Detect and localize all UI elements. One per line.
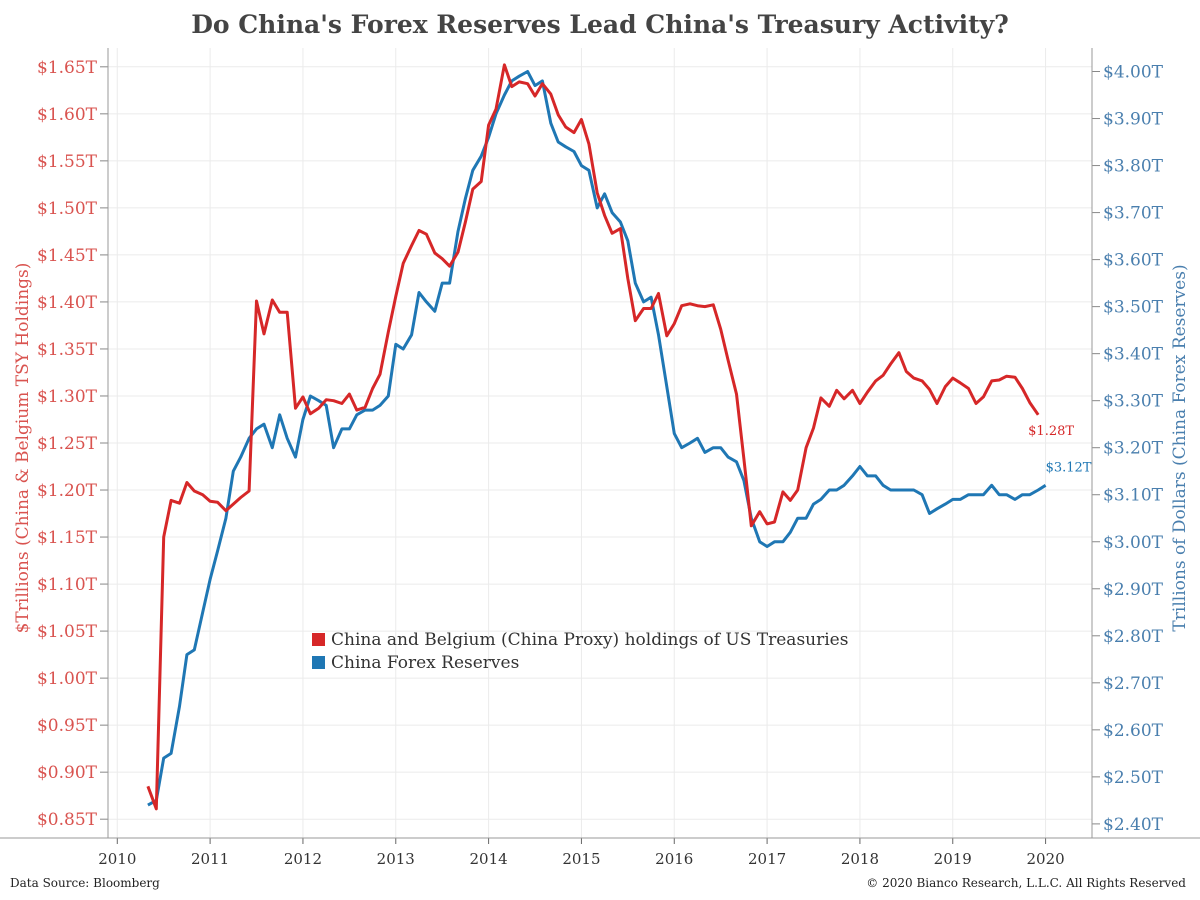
y-right-tick-label: $2.80T: [1103, 627, 1164, 647]
legend-item-fx: China Forex Reserves: [312, 651, 848, 674]
series-line-china-belgium-treasuries: [146, 63, 1040, 811]
y-left-tick-label: $1.55T: [37, 152, 98, 172]
series-line-china-forex-reserves: [147, 70, 1047, 807]
y-right-tick-label: $3.30T: [1103, 392, 1164, 412]
y-left-tick-label: $1.05T: [37, 622, 98, 642]
y-left-tick-label: $1.30T: [37, 387, 98, 407]
data-source: Data Source: Bloomberg: [10, 876, 160, 890]
x-tick-label: 2018: [841, 850, 879, 868]
copyright: © 2020 Bianco Research, L.L.C. All Right…: [866, 876, 1186, 890]
y-left-tick-label: $1.50T: [37, 199, 98, 219]
y-right-tick-label: $3.50T: [1103, 298, 1164, 318]
x-tick-label: 2014: [470, 850, 508, 868]
y-right-tick-label: $3.80T: [1103, 157, 1164, 177]
end-label-fx: $3.12T: [1046, 460, 1092, 475]
y-left-tick-label: $1.00T: [37, 669, 98, 689]
y-right-tick-label: $3.00T: [1103, 533, 1164, 553]
y-right-tick-label: $4.00T: [1103, 63, 1164, 83]
y-left-tick-label: $1.65T: [37, 58, 98, 78]
legend-label-tsy: China and Belgium (China Proxy) holdings…: [331, 629, 849, 650]
legend-swatch-blue: [312, 656, 325, 669]
chart-title: Do China's Forex Reserves Lead China's T…: [191, 10, 1009, 39]
y-right-axis-title: Trillions of Dollars (China Forex Reserv…: [1170, 264, 1190, 631]
y-left-tick-label: $0.85T: [37, 810, 98, 830]
y-right-tick-label: $2.70T: [1103, 674, 1164, 694]
y-left-tick-label: $1.35T: [37, 340, 98, 360]
y-left-tick-label: $0.90T: [37, 763, 98, 783]
y-right-tick-label: $2.90T: [1103, 580, 1164, 600]
x-tick-label: 2012: [284, 850, 322, 868]
y-right-tick-label: $3.10T: [1103, 486, 1164, 506]
legend: China and Belgium (China Proxy) holdings…: [312, 628, 848, 674]
x-tick-label: 2010: [98, 850, 136, 868]
x-tick-label: 2016: [655, 850, 693, 868]
y-right-tick-label: $3.70T: [1103, 204, 1164, 224]
y-left-tick-label: $1.20T: [37, 481, 98, 501]
y-left-tick-label: $1.40T: [37, 293, 98, 313]
x-tick-label: 2011: [191, 850, 229, 868]
end-label-tsy: $1.28T: [1028, 424, 1074, 439]
y-right-tick-label: $3.90T: [1103, 110, 1164, 130]
y-left-tick-label: $1.15T: [37, 528, 98, 548]
legend-swatch-red: [312, 633, 325, 646]
x-tick-label: 2019: [934, 850, 972, 868]
x-tick-label: 2013: [377, 850, 415, 868]
y-right-tick-label: $3.20T: [1103, 439, 1164, 459]
y-left-tick-label: $1.60T: [37, 105, 98, 125]
y-right-tick-label: $2.40T: [1103, 815, 1164, 835]
x-tick-label: 2017: [748, 850, 786, 868]
y-right-tick-label: $2.60T: [1103, 721, 1164, 741]
y-left-tick-label: $1.25T: [37, 434, 98, 454]
y-left-axis-title: $Trillions (China & Belgium TSY Holdings…: [13, 263, 33, 634]
y-left-tick-label: $0.95T: [37, 716, 98, 736]
x-tick-label: 2015: [562, 850, 600, 868]
legend-label-fx: China Forex Reserves: [331, 652, 520, 673]
y-right-tick-label: $2.50T: [1103, 768, 1164, 788]
y-right-tick-label: $3.40T: [1103, 345, 1164, 365]
y-left-tick-label: $1.10T: [37, 575, 98, 595]
y-left-tick-label: $1.45T: [37, 246, 98, 266]
y-right-tick-label: $3.60T: [1103, 251, 1164, 271]
legend-item-tsy: China and Belgium (China Proxy) holdings…: [312, 628, 848, 651]
x-tick-label: 2020: [1026, 850, 1064, 868]
